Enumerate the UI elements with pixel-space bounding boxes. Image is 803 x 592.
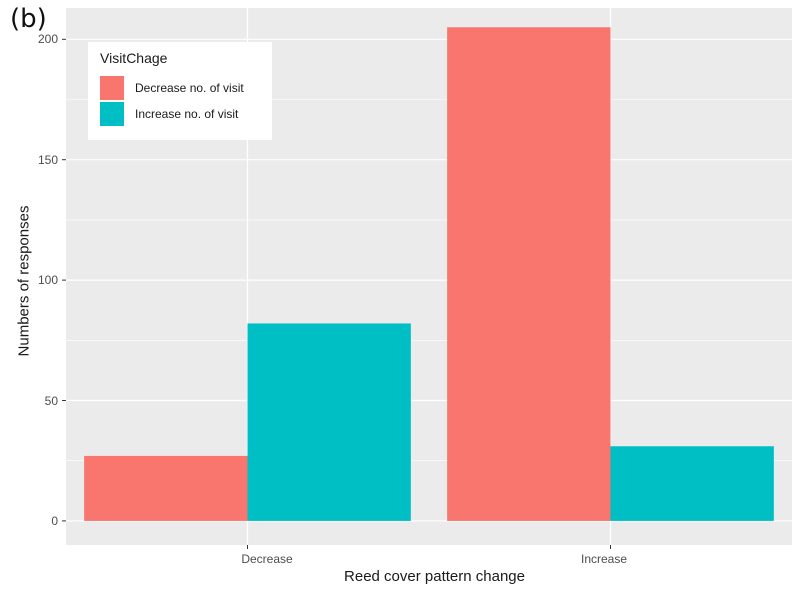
- y-tick-label: 150: [37, 152, 58, 167]
- x-axis-title: Reed cover pattern change: [344, 568, 525, 585]
- legend-label-decrease: Decrease no. of visit: [135, 81, 244, 95]
- x-tick-label-decrease: Decrease: [241, 552, 293, 566]
- y-axis-title: Numbers of responses: [15, 205, 33, 357]
- bar-increase-decrease-visit: [447, 27, 611, 521]
- y-tick-label: 100: [37, 273, 58, 288]
- y-tick-label: 0: [51, 513, 58, 528]
- legend-key-decrease: [100, 76, 124, 100]
- panel-label: (b): [10, 4, 47, 34]
- x-tick-label-increase: Increase: [580, 552, 628, 566]
- bar-decrease-increase-visit: [247, 323, 411, 521]
- bar-decrease-decrease-visit: [84, 455, 248, 521]
- bar-increase-increase-visit: [610, 446, 774, 521]
- legend-label-increase: Increase no. of visit: [135, 107, 239, 121]
- y-tick-label: 50: [44, 393, 58, 408]
- legend-title: VisitChage: [100, 50, 168, 66]
- legend-key-increase: [100, 102, 124, 126]
- y-tick-label: 200: [37, 32, 58, 47]
- legend: VisitChage Decrease no. of visit Increas…: [88, 42, 272, 140]
